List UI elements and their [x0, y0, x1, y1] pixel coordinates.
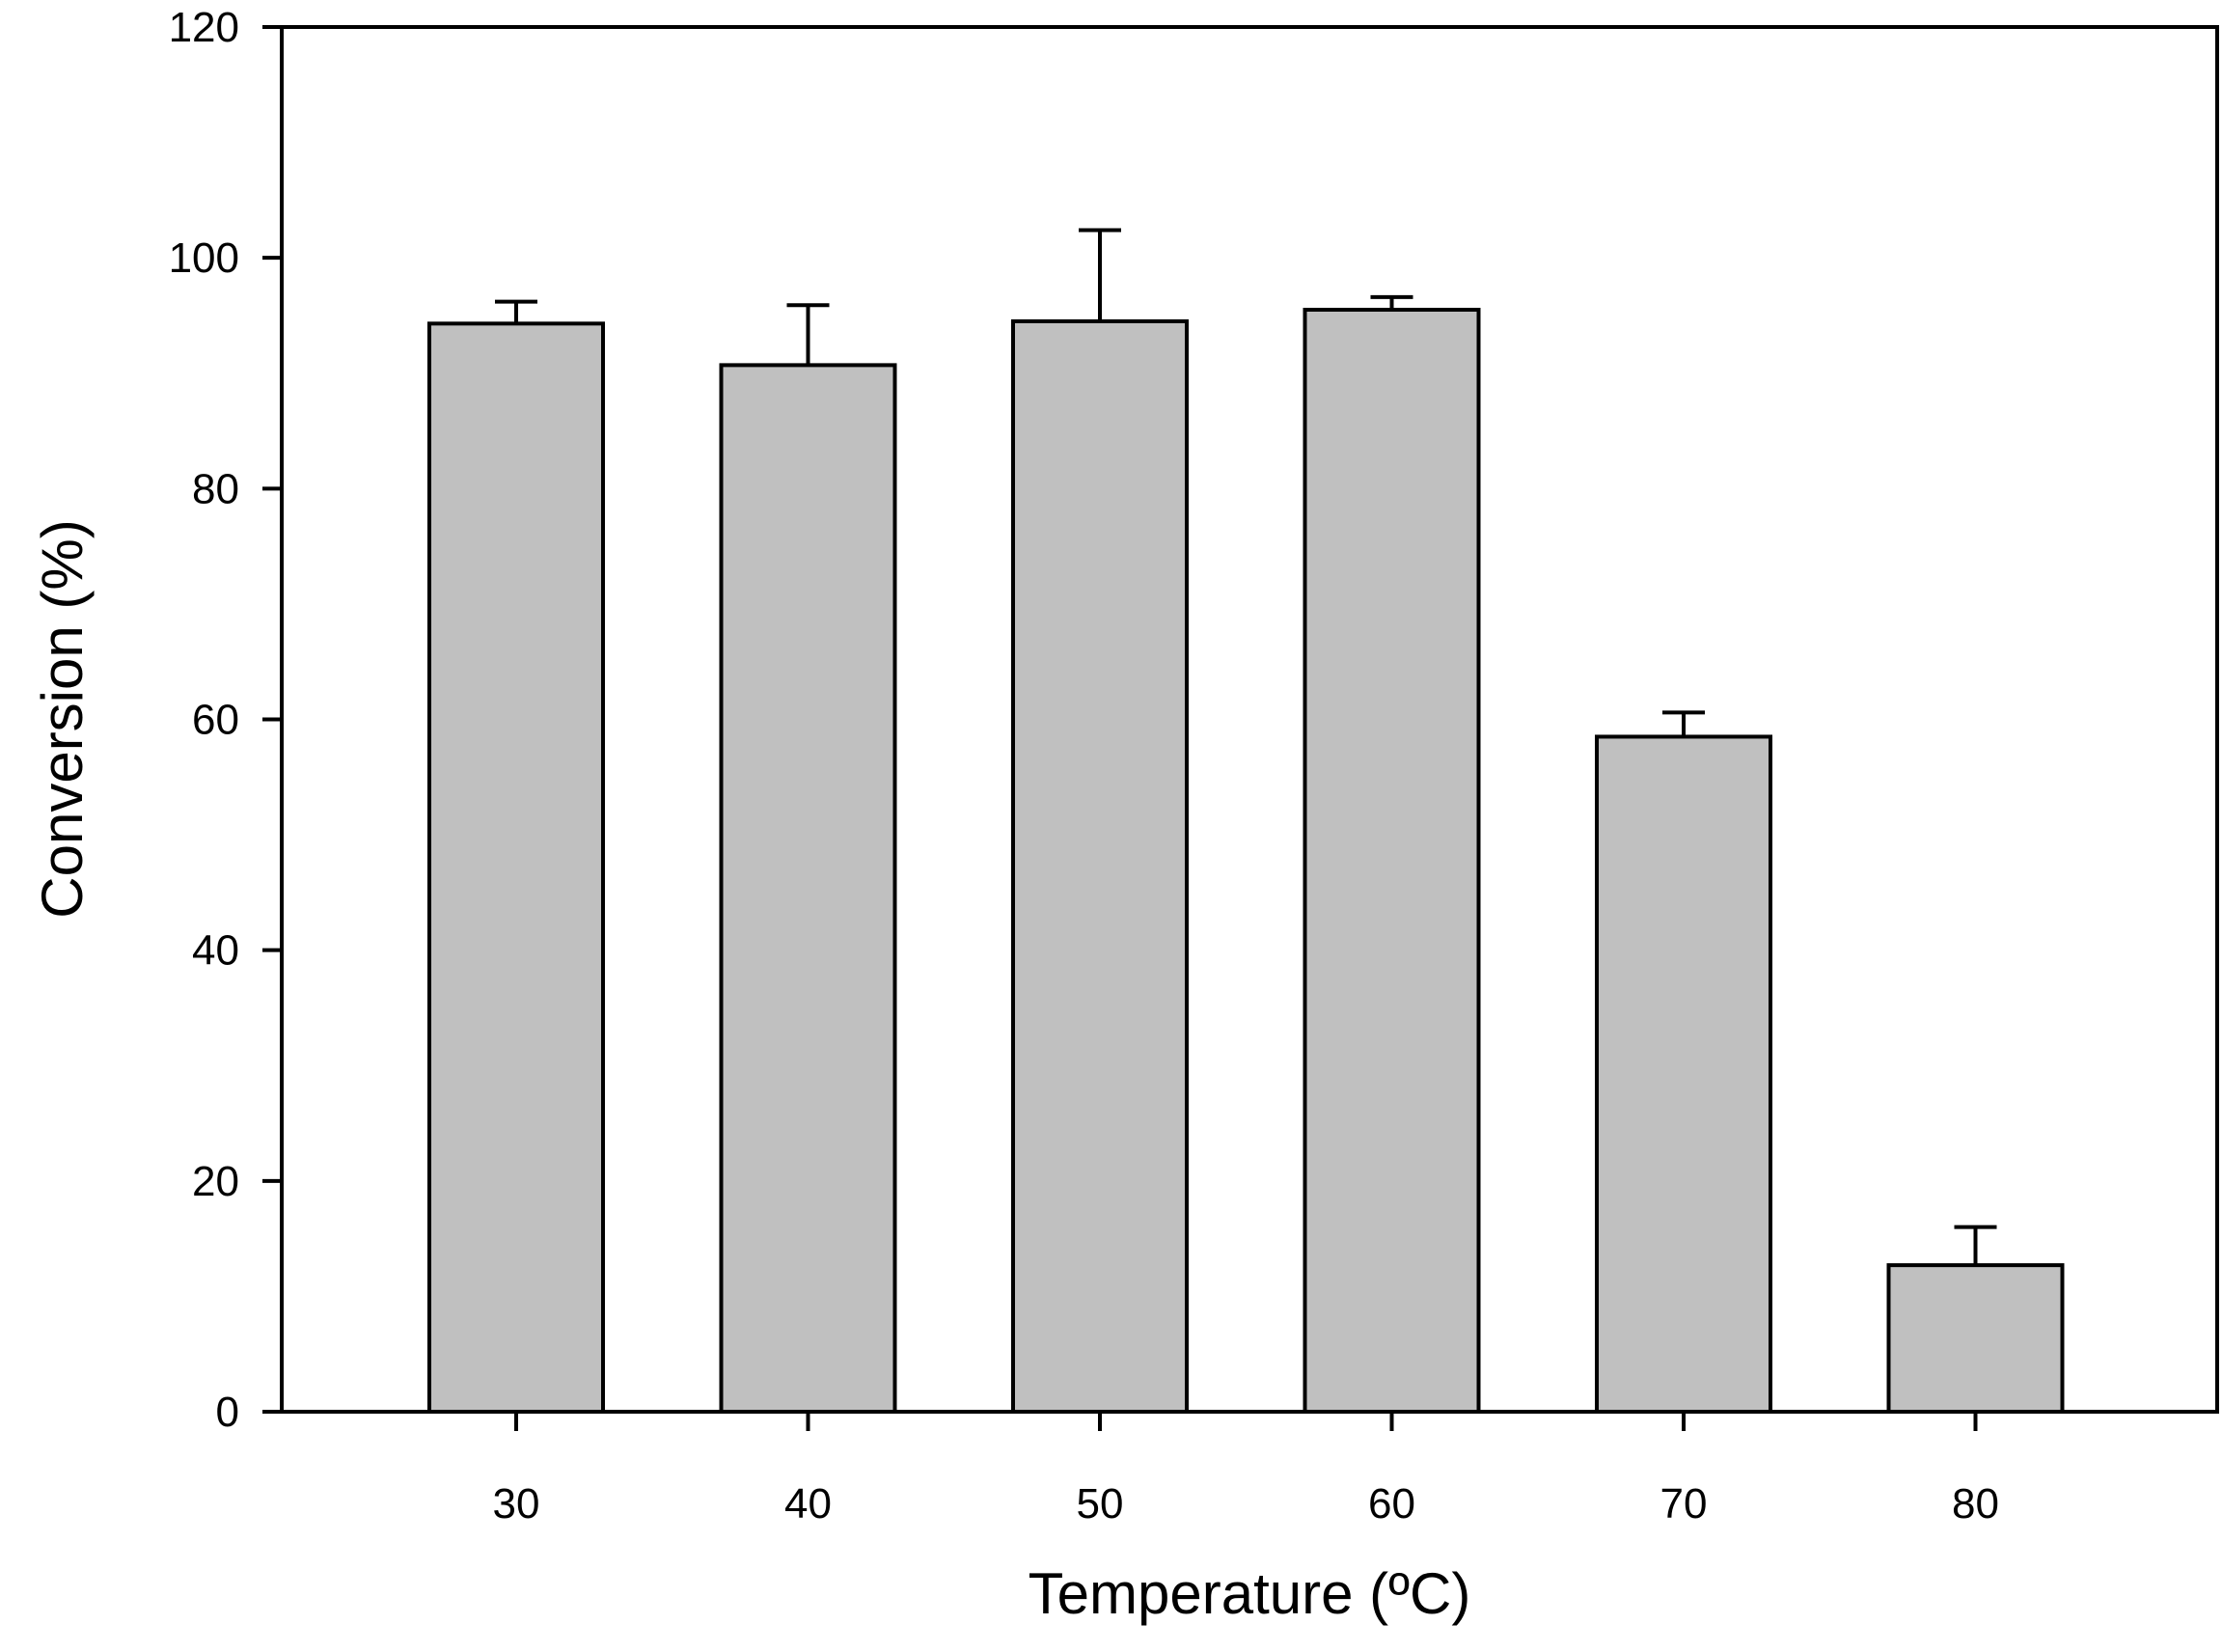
- x-axis-ticks: 30 40 50 60 70 80: [493, 1412, 1999, 1528]
- y-tick-label-100: 100: [169, 234, 239, 282]
- y-tick-label-80: 80: [192, 465, 239, 512]
- y-tick-label-120: 120: [169, 4, 239, 51]
- bar-80: [1886, 1263, 2065, 1414]
- bar-30: [427, 321, 605, 1414]
- x-tick-label-40: 40: [784, 1480, 832, 1528]
- x-tick-label-30: 30: [493, 1480, 540, 1528]
- bar-50: [1011, 318, 1189, 1414]
- y-axis-title: Conversion (%): [30, 519, 95, 918]
- x-tick-label-70: 70: [1660, 1480, 1708, 1528]
- x-axis-title: Temperature (ºC): [1029, 1561, 1471, 1626]
- bar-40: [719, 363, 897, 1415]
- y-tick-label-60: 60: [192, 697, 239, 744]
- bars-layer: [427, 307, 2065, 1415]
- error-bars-layer: [495, 228, 1997, 1266]
- y-axis-ticks: 0 20 40 60 80 100 120: [169, 4, 282, 1436]
- y-tick-label-20: 20: [192, 1158, 239, 1205]
- y-tick-label-40: 40: [192, 927, 239, 975]
- bar-60: [1303, 307, 1481, 1415]
- x-tick-label-50: 50: [1077, 1480, 1124, 1528]
- x-tick-label-80: 80: [1952, 1480, 1999, 1528]
- x-tick-label-60: 60: [1368, 1480, 1415, 1528]
- bar-70: [1595, 734, 1772, 1414]
- y-tick-label-0: 0: [216, 1389, 239, 1436]
